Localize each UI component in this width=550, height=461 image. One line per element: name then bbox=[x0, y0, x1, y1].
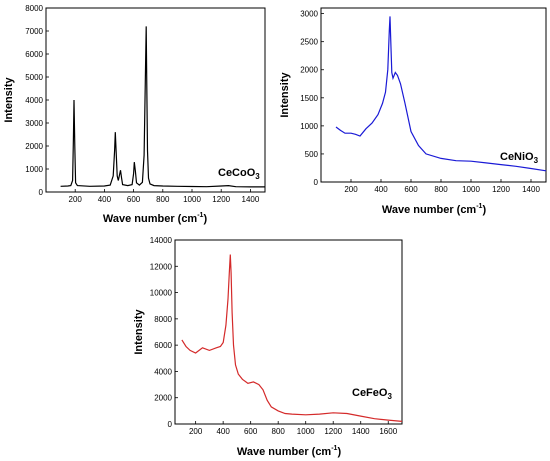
y-tick-label: 6000 bbox=[25, 50, 43, 59]
y-tick-label: 8000 bbox=[154, 315, 172, 324]
x-tick-label: 400 bbox=[216, 427, 230, 436]
x-axis-label: Wave number (cm-1) bbox=[103, 212, 208, 225]
x-axis-label: Wave number (cm-1) bbox=[382, 203, 487, 216]
x-tick-label: 1200 bbox=[212, 195, 230, 204]
y-tick-label: 14000 bbox=[150, 236, 173, 245]
plot-frame bbox=[320, 7, 547, 183]
x-tick-label: 400 bbox=[98, 195, 112, 204]
panel-cefeo3: 200 400 600 800 1000 1200 1400 1600 0 2000 4000 600… bbox=[133, 236, 403, 458]
x-tick-label: 1400 bbox=[522, 185, 540, 194]
plot-frame bbox=[174, 239, 403, 425]
x-tick-label: 800 bbox=[156, 195, 170, 204]
y-tick-label: 2000 bbox=[25, 142, 43, 151]
spectrum-line-cecoo3 bbox=[60, 26, 265, 188]
tick-group: 200 400 600 800 1000 1200 1400 0 1000 2000 3000 400… bbox=[25, 4, 260, 204]
x-tick-label: 800 bbox=[434, 185, 448, 194]
y-tick-label: 4000 bbox=[25, 96, 43, 105]
x-tick-label: 1200 bbox=[324, 427, 342, 436]
y-tick-label: 7000 bbox=[25, 27, 43, 36]
y-tick-label: 3000 bbox=[300, 10, 318, 19]
y-tick-label: 0 bbox=[314, 178, 319, 187]
spectrum-line-cefeo3 bbox=[181, 254, 403, 422]
panel-cenio3: 200 400 600 800 1000 1200 1400 0 500 1000 1500 2000… bbox=[279, 7, 547, 216]
y-tick-label: 500 bbox=[305, 150, 319, 159]
y-tick-label: 0 bbox=[168, 420, 173, 429]
y-axis-label: Intensity bbox=[3, 77, 15, 123]
y-tick-label: 2500 bbox=[300, 38, 318, 47]
y-tick-label: 1000 bbox=[300, 122, 318, 131]
plot-frame bbox=[45, 7, 266, 193]
series-label-cenio3: CeNiO3 bbox=[500, 151, 539, 165]
y-tick-label: 0 bbox=[39, 188, 44, 197]
x-tick-label: 1600 bbox=[379, 427, 397, 436]
series-label-cecoo3: CeCoO3 bbox=[218, 167, 260, 181]
x-axis-label: Wave number (cm-1) bbox=[237, 445, 342, 458]
y-tick-label: 4000 bbox=[154, 367, 172, 376]
x-tick-label: 200 bbox=[69, 195, 83, 204]
series-label-cefeo3: CeFeO3 bbox=[352, 387, 392, 401]
x-tick-label: 600 bbox=[404, 185, 418, 194]
panel-cecoo3: 200 400 600 800 1000 1200 1400 0 1000 2000 3000 400… bbox=[3, 4, 266, 225]
x-tick-label: 1000 bbox=[297, 427, 315, 436]
x-tick-label: 1200 bbox=[492, 185, 510, 194]
x-tick-label: 1000 bbox=[183, 195, 201, 204]
y-axis-label: Intensity bbox=[279, 72, 291, 118]
x-tick-label: 200 bbox=[189, 427, 203, 436]
x-tick-label: 1000 bbox=[462, 185, 480, 194]
y-tick-label: 10000 bbox=[150, 289, 173, 298]
y-tick-label: 2000 bbox=[154, 394, 172, 403]
x-tick-label: 600 bbox=[244, 427, 258, 436]
y-tick-label: 6000 bbox=[154, 341, 172, 350]
y-axis-label: Intensity bbox=[133, 309, 145, 355]
x-tick-label: 1400 bbox=[242, 195, 260, 204]
x-tick-label: 1400 bbox=[352, 427, 370, 436]
x-tick-label: 200 bbox=[344, 185, 358, 194]
y-tick-label: 2000 bbox=[300, 66, 318, 75]
y-tick-label: 8000 bbox=[25, 4, 43, 13]
y-tick-label: 3000 bbox=[25, 119, 43, 128]
x-tick-label: 400 bbox=[374, 185, 388, 194]
y-tick-label: 5000 bbox=[25, 73, 43, 82]
spectrum-line-cenio3 bbox=[335, 16, 547, 172]
y-tick-label: 1000 bbox=[25, 165, 43, 174]
x-tick-label: 800 bbox=[272, 427, 286, 436]
y-tick-label: 12000 bbox=[150, 262, 173, 271]
tick-group: 200 400 600 800 1000 1200 1400 0 500 1000 1500 2000… bbox=[300, 10, 540, 194]
tick-group: 200 400 600 800 1000 1200 1400 1600 0 2000 4000 600… bbox=[150, 236, 398, 436]
x-tick-label: 600 bbox=[127, 195, 141, 204]
y-tick-label: 1500 bbox=[300, 94, 318, 103]
